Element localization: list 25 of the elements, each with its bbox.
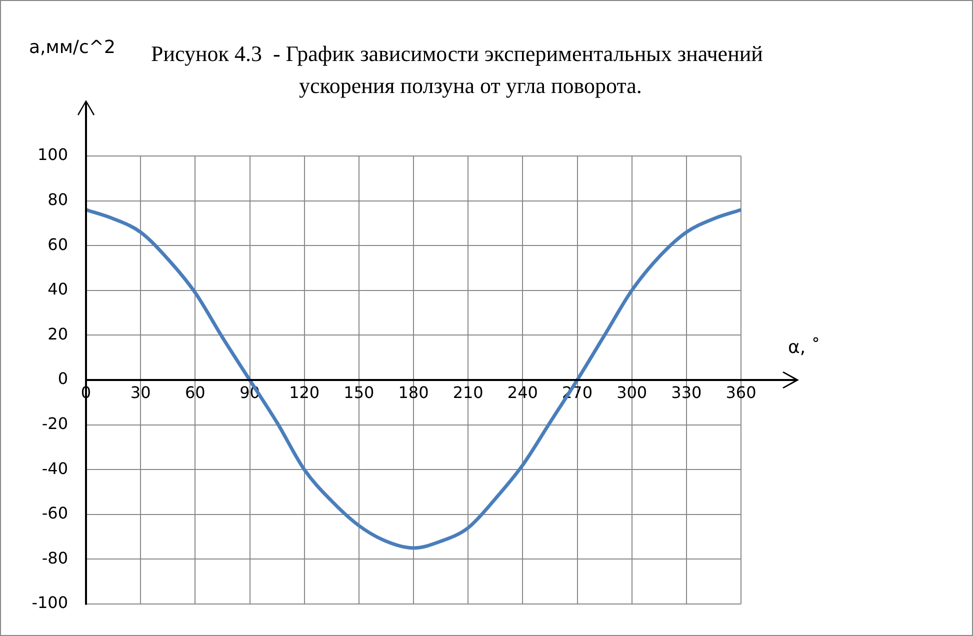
y-tick-label: 60 (48, 234, 68, 254)
chart-subtitle: ускорения ползуна от угла поворота. (299, 73, 642, 98)
x-axis-title: α, ˚ (788, 337, 820, 358)
y-tick-label: -20 (42, 414, 68, 433)
y-tick-label: -100 (32, 593, 68, 612)
x-tick-label: 240 (507, 382, 538, 402)
y-tick-label: 20 (48, 324, 68, 344)
x-tick-label: 120 (289, 382, 320, 402)
y-axis-title: а,мм/с^2 (29, 37, 116, 58)
chart-title: Рисунок 4.3 - График зависимости экспериментальных значений (151, 41, 764, 66)
x-tick-label: 360 (726, 382, 756, 402)
y-tick-label: -60 (42, 504, 68, 523)
y-tick-label: 40 (48, 280, 68, 299)
y-tick-label: -80 (42, 548, 68, 568)
x-tick-label: 210 (452, 382, 484, 402)
x-tick-label: 150 (344, 382, 374, 402)
y-tick-label: 80 (48, 190, 68, 209)
x-tick-label: 30 (130, 382, 151, 402)
x-tick-label: 300 (616, 382, 648, 402)
y-tick-label: -40 (42, 458, 68, 478)
y-tick-label: 0 (58, 369, 68, 388)
y-tick-label: 100 (37, 145, 68, 164)
x-tick-label: 60 (184, 382, 206, 402)
x-tick-label: 180 (398, 382, 429, 402)
x-tick-label: 330 (671, 382, 702, 402)
